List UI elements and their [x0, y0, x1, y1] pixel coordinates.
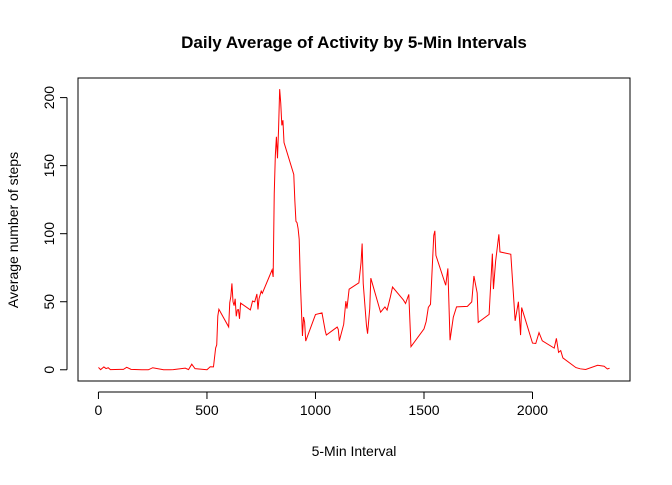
x-axis-label: 5-Min Interval: [312, 443, 397, 459]
plot-box: [77, 77, 631, 382]
x-tick-label: 0: [95, 402, 103, 418]
y-tick-label: 0: [41, 366, 57, 374]
y-tick-label: 200: [41, 86, 57, 110]
data-line: [98, 89, 610, 371]
y-axis-label: Average number of steps: [5, 152, 21, 308]
y-tick-label: 150: [41, 154, 57, 178]
x-tick-label: 1000: [300, 402, 331, 418]
x-tick-label: 1500: [408, 402, 439, 418]
y-tick-label: 100: [41, 222, 57, 246]
y-tick-label: 50: [41, 294, 57, 310]
x-tick-label: 2000: [517, 402, 548, 418]
x-tick-label: 500: [195, 402, 219, 418]
chart-title: Daily Average of Activity by 5-Min Inter…: [181, 33, 527, 52]
